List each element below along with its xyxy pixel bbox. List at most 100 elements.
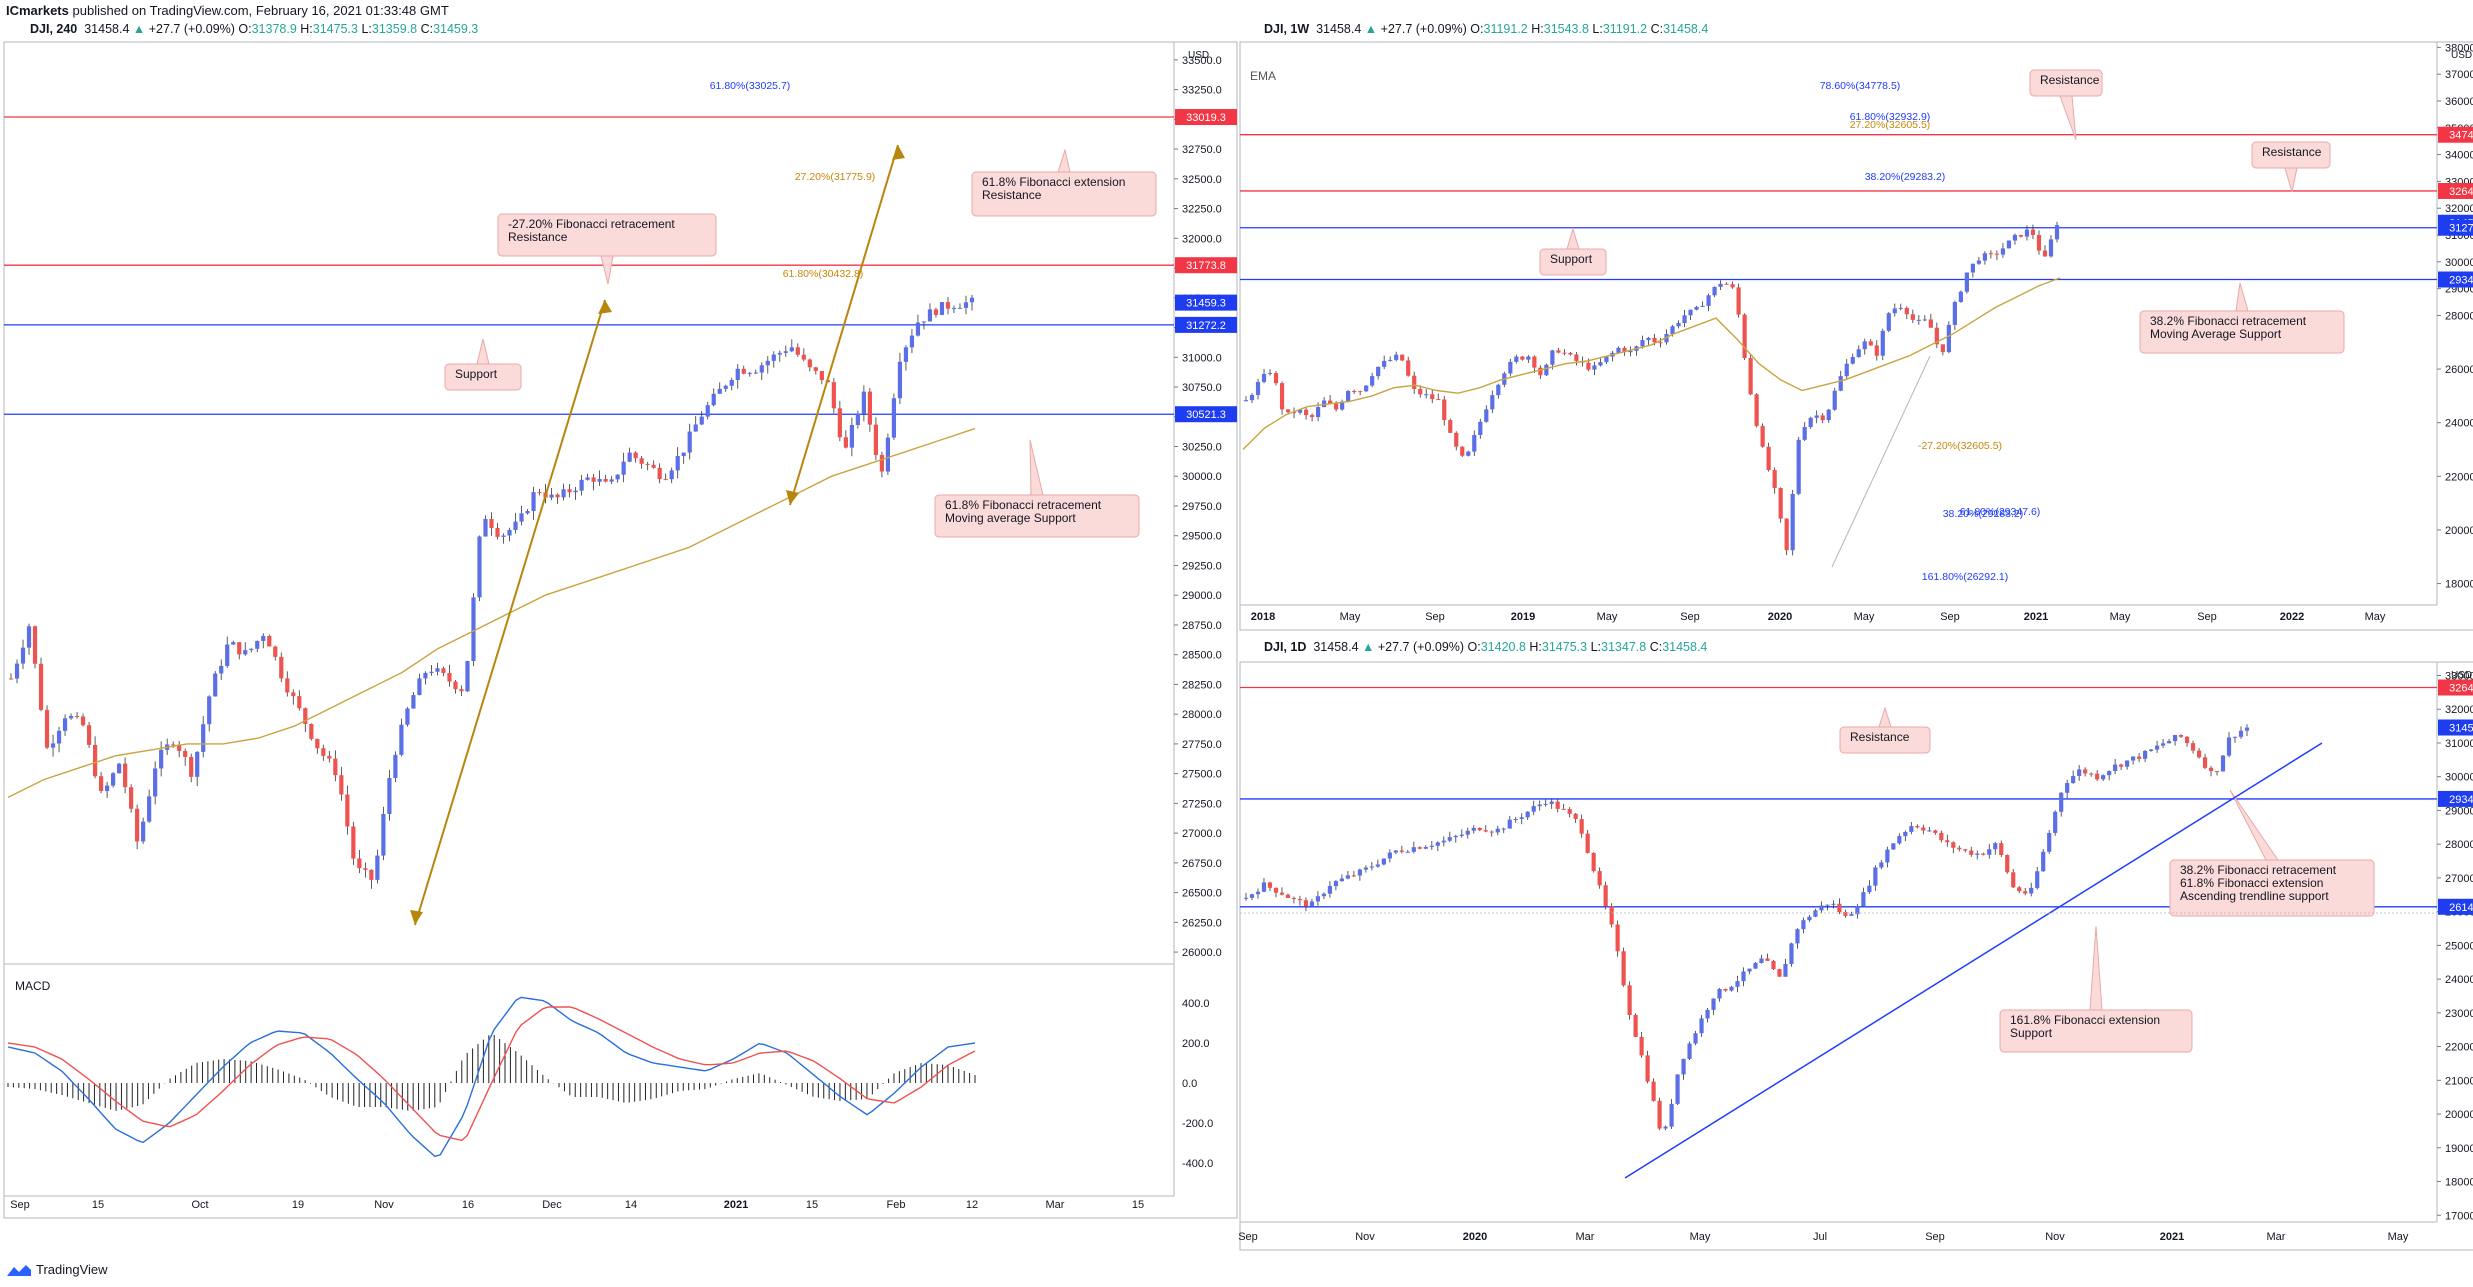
y-tick-label: 29500.0: [1182, 531, 1222, 543]
candle-body: [1723, 988, 1728, 991]
x-tick-label: Oct: [191, 1199, 208, 1211]
candle-body: [1706, 295, 1711, 306]
candle-body: [2154, 745, 2160, 750]
callout-pointer: [2089, 925, 2103, 1011]
candle-body: [1417, 847, 1422, 849]
x-tick-label: Sep: [1680, 611, 1700, 623]
candle-body: [909, 335, 915, 348]
candle-body: [2000, 248, 2006, 255]
candle-body: [1507, 819, 1512, 829]
callout-text: Resistance: [982, 188, 1042, 202]
candle-body: [1255, 381, 1261, 395]
candle-body: [1802, 426, 1807, 440]
candle-body: [255, 640, 260, 649]
candle-body: [1321, 400, 1327, 408]
candle-body: [1892, 308, 1897, 314]
candle-body: [2018, 234, 2024, 237]
candle-body: [1753, 962, 1758, 969]
candle-body: [2190, 743, 2196, 751]
x-tick-label: May: [1340, 611, 1361, 623]
candle-body: [1489, 831, 1494, 833]
candle-body: [303, 708, 308, 724]
candle-body: [1645, 1055, 1650, 1082]
candle-body: [1801, 920, 1806, 930]
candle-body: [80, 716, 86, 726]
candle-body: [1976, 260, 1982, 264]
candle-body: [2220, 755, 2226, 772]
candle-body: [273, 646, 278, 657]
callout-background: [971, 171, 1157, 217]
y-tick-label: 20000.0: [2445, 525, 2473, 537]
candle-body: [1334, 403, 1339, 410]
candle-body: [1772, 470, 1777, 489]
candle-body: [1321, 893, 1327, 897]
candle-body: [1555, 801, 1560, 809]
price-tag-label: 26143.8: [2449, 902, 2473, 914]
candle-body: [699, 416, 704, 425]
candle-body: [1340, 401, 1345, 410]
candle-body: [327, 755, 332, 759]
y-tick-label: 24000.0: [2445, 974, 2473, 986]
candle-body: [951, 307, 957, 309]
callout-box: Support: [444, 338, 522, 391]
candle-body: [1880, 330, 1885, 356]
price-tag-support: [2438, 898, 2473, 915]
candle-body: [105, 785, 110, 791]
legend-high: 31475.3: [312, 22, 358, 36]
candle-body: [1658, 342, 1663, 344]
legend-close: 31458.4: [1662, 640, 1708, 654]
callout-box: Resistance: [2029, 69, 2103, 141]
candle-body: [1807, 916, 1812, 921]
candle-body: [1267, 882, 1273, 888]
candle-body: [2184, 736, 2190, 744]
candle-body: [1777, 969, 1782, 977]
x-tick-label: May: [1690, 1231, 1711, 1243]
candle-body: [387, 777, 392, 815]
candle-body: [1267, 373, 1273, 375]
y-tick-label: 23000.0: [2445, 1008, 2473, 1020]
candle-body: [1688, 309, 1693, 316]
candle-body: [1754, 394, 1759, 426]
chart-panel-dji-1d: 33000.0 32000.0 31000.0 30000.0 29000.0 28000…: [1238, 440, 2473, 1251]
y-tick-label: 25000.0: [2445, 940, 2473, 952]
candle-body: [1303, 409, 1309, 416]
tradingview-brand[interactable]: TradingView: [6, 1262, 108, 1277]
candle-body: [483, 519, 488, 537]
y-tick-label: 34000.0: [2445, 150, 2473, 162]
publisher-name[interactable]: ICmarkets: [6, 3, 69, 18]
y-tick-label: 27000.0: [2445, 873, 2473, 885]
y-tick-label: 28250.0: [1182, 679, 1222, 691]
candle-body: [195, 751, 200, 777]
candle-body: [603, 478, 608, 482]
chart-panel-dji-1w: 38000.037000.036000.035000.034000.033000…: [1239, 41, 2473, 631]
candle-body: [441, 668, 446, 674]
candle-body: [1693, 1033, 1698, 1044]
arrow-head-icon: [598, 300, 612, 314]
candle-body: [1604, 356, 1609, 363]
x-tick-label: Mar: [1576, 1231, 1595, 1243]
candle-body: [471, 597, 476, 662]
candle-body: [915, 322, 921, 336]
candle-body: [2160, 743, 2166, 746]
callout-text: 161.8% Fibonacci extension: [2010, 1013, 2160, 1027]
published-text: published on TradingView.com, February 1…: [72, 3, 449, 18]
x-tick-label: Mar: [1046, 1199, 1065, 1211]
candle-body: [111, 773, 116, 786]
candle-body: [1387, 852, 1392, 859]
candle-body: [1315, 896, 1321, 902]
y-tick-label: 18000.0: [2445, 579, 2473, 591]
y-tick-label: 29750.0: [1182, 501, 1222, 513]
candle-body: [591, 477, 596, 482]
panel0-drawings: MACD 400.0 200.0 0.0 -200.0 -400.0: [7, 144, 1213, 1170]
candle-body: [1394, 354, 1399, 360]
price-tag-resistance: [1175, 109, 1237, 126]
candle-body: [1333, 881, 1339, 887]
y-tick-label: 26750.0: [1182, 858, 1222, 870]
candle-body: [945, 302, 951, 309]
candle-body: [261, 635, 266, 641]
panel-border: [3, 41, 1238, 1219]
candle-body: [1628, 350, 1633, 353]
